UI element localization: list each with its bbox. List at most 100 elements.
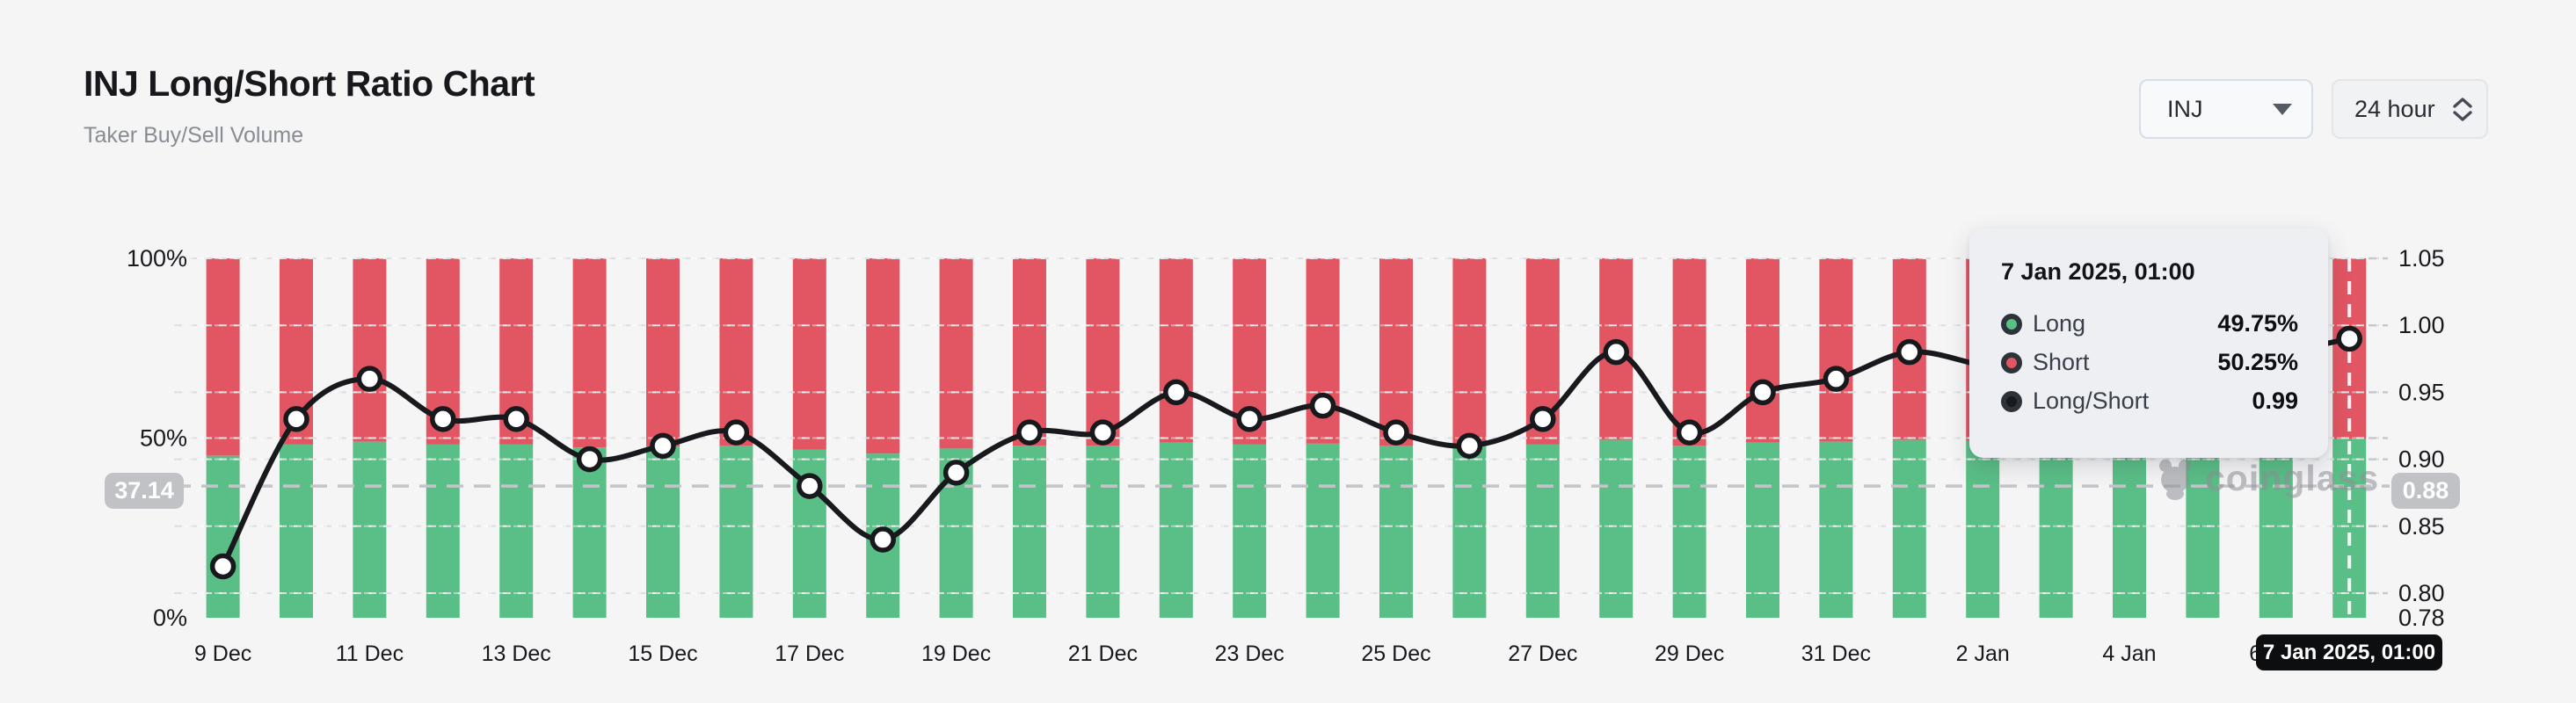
ratio-point[interactable] — [283, 406, 309, 432]
tooltip-short-value: 50.25% — [2217, 349, 2298, 375]
long-bar[interactable] — [1746, 442, 1779, 618]
svg-text:23 Dec: 23 Dec — [1215, 641, 1284, 666]
ratio-point[interactable] — [576, 446, 603, 473]
short-bar[interactable] — [1086, 258, 1120, 446]
ratio-point[interactable] — [2336, 325, 2362, 352]
ratio-point[interactable] — [942, 460, 970, 486]
sort-updown-icon — [2453, 97, 2472, 121]
svg-text:19 Dec: 19 Dec — [921, 641, 991, 666]
short-marker-icon — [2001, 352, 2022, 373]
svg-text:13 Dec: 13 Dec — [482, 641, 551, 666]
svg-text:27 Dec: 27 Dec — [1508, 641, 1577, 666]
ratio-point[interactable] — [1603, 338, 1629, 366]
page-subtitle: Taker Buy/Sell Volume — [84, 123, 304, 148]
ratio-point[interactable] — [503, 406, 529, 432]
long-bar[interactable] — [1892, 439, 1926, 618]
long-marker-icon — [2001, 313, 2022, 335]
ratio-point[interactable] — [356, 366, 383, 392]
tooltip-long-value: 49.75% — [2217, 310, 2298, 337]
ratio-marker-icon — [2001, 390, 2022, 412]
svg-text:17 Dec: 17 Dec — [775, 641, 844, 666]
long-bar[interactable] — [1086, 446, 1120, 618]
short-bar[interactable] — [646, 258, 680, 447]
long-bar[interactable] — [1599, 439, 1634, 618]
long-bar[interactable] — [572, 447, 607, 618]
ratio-point[interactable] — [1750, 379, 1776, 406]
ratio-point[interactable] — [1456, 432, 1483, 460]
short-bar[interactable] — [719, 258, 753, 446]
svg-text:100%: 100% — [127, 245, 187, 272]
symbol-select[interactable]: INJ — [2139, 79, 2313, 139]
symbol-select-value: INJ — [2167, 95, 2203, 122]
svg-text:50%: 50% — [140, 425, 187, 452]
ratio-point[interactable] — [1823, 366, 1850, 392]
ratio-point[interactable] — [870, 526, 896, 553]
long-bar[interactable] — [1306, 443, 1340, 618]
long-bar[interactable] — [1819, 441, 1853, 618]
long-bar[interactable] — [2259, 439, 2293, 618]
long-bar[interactable] — [1379, 446, 1413, 618]
short-bar[interactable] — [1379, 258, 1413, 446]
ratio-point[interactable] — [1896, 338, 1923, 366]
ratio-point[interactable] — [1089, 419, 1117, 446]
ratio-point[interactable] — [1309, 392, 1336, 419]
long-bar[interactable] — [2113, 440, 2146, 618]
svg-text:0%: 0% — [153, 605, 187, 631]
chart-tooltip: 7 Jan 2025, 01:00 Long 49.75% Short 50.2… — [1969, 228, 2328, 458]
right-axis-value-badge: 0.88 — [2391, 473, 2460, 509]
svg-text:25 Dec: 25 Dec — [1361, 641, 1430, 666]
svg-text:15 Dec: 15 Dec — [628, 641, 697, 666]
long-bar[interactable] — [646, 446, 680, 618]
tooltip-row-long: Long 49.75% — [2001, 310, 2298, 337]
long-bar[interactable] — [280, 444, 313, 618]
long-bar[interactable] — [499, 444, 534, 618]
svg-text:0.90: 0.90 — [2398, 446, 2445, 473]
short-bar[interactable] — [572, 258, 607, 448]
ratio-point[interactable] — [1163, 379, 1190, 406]
svg-text:1.05: 1.05 — [2398, 245, 2445, 272]
short-bar[interactable] — [866, 258, 900, 454]
ratio-point[interactable] — [209, 553, 236, 580]
long-bar[interactable] — [353, 441, 387, 618]
long-bar[interactable] — [2039, 441, 2073, 618]
ratio-point[interactable] — [723, 419, 750, 446]
interval-select[interactable]: 24 hour — [2332, 79, 2488, 139]
long-bar[interactable] — [1525, 444, 1560, 618]
long-bar[interactable] — [719, 446, 753, 618]
left-axis-value-badge: 37.14 — [105, 473, 184, 509]
tooltip-long-label: Long — [2033, 310, 2086, 337]
long-bar[interactable] — [2186, 439, 2220, 618]
long-bar[interactable] — [1966, 440, 2000, 618]
ratio-point[interactable] — [1016, 419, 1043, 446]
tooltip-ratio-value: 0.99 — [2252, 388, 2298, 414]
short-bar[interactable] — [1746, 258, 1779, 443]
ratio-point[interactable] — [430, 406, 456, 432]
ratio-point[interactable] — [1530, 406, 1556, 432]
ratio-point[interactable] — [797, 473, 823, 499]
long-bar[interactable] — [1013, 446, 1046, 618]
svg-text:9 Dec: 9 Dec — [194, 641, 251, 666]
short-bar[interactable] — [1159, 258, 1193, 443]
ratio-point[interactable] — [1383, 419, 1409, 446]
short-bar[interactable] — [1672, 258, 1706, 446]
short-bar[interactable] — [792, 258, 826, 450]
ratio-point[interactable] — [650, 432, 676, 460]
short-bar[interactable] — [939, 258, 973, 449]
ratio-points — [209, 325, 2362, 580]
svg-text:0.95: 0.95 — [2398, 379, 2445, 405]
short-bar[interactable] — [353, 258, 387, 442]
ratio-point[interactable] — [1676, 419, 1703, 446]
long-bar[interactable] — [1672, 446, 1706, 618]
ratio-point[interactable] — [1236, 406, 1263, 432]
chevron-down-icon — [2273, 103, 2292, 115]
short-bar[interactable] — [206, 258, 240, 456]
svg-text:0.80: 0.80 — [2398, 580, 2445, 606]
short-bar[interactable] — [1452, 258, 1487, 447]
svg-text:0.78: 0.78 — [2398, 605, 2445, 631]
long-bar[interactable] — [426, 444, 460, 618]
long-bar[interactable] — [1159, 442, 1193, 618]
long-bar[interactable] — [1452, 446, 1487, 618]
short-bar[interactable] — [1013, 258, 1046, 446]
short-bar[interactable] — [1819, 258, 1853, 442]
long-bar[interactable] — [1233, 444, 1267, 618]
